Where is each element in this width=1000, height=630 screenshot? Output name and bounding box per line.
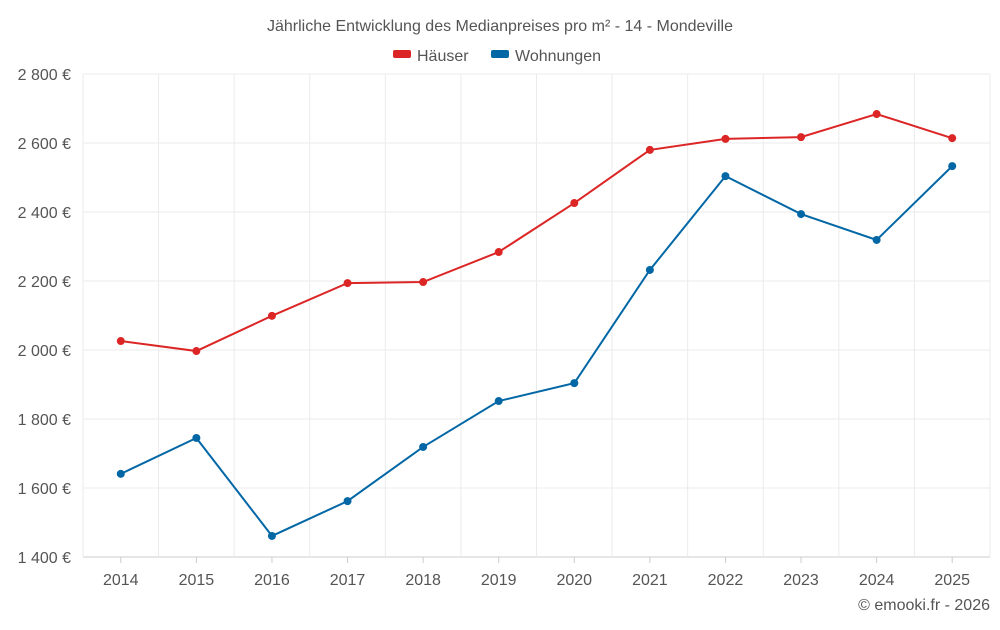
y-tick-label: 1 800 € (18, 412, 71, 429)
legend-swatch (491, 50, 509, 58)
legend-item: Wohnungen (491, 48, 601, 65)
series-line (120, 112, 953, 353)
data-point (645, 265, 654, 274)
x-tick-label: 2016 (254, 572, 290, 589)
x-tick-label: 2023 (783, 572, 819, 589)
x-tick-label: 2022 (708, 572, 744, 589)
legend: Häuser Wohnungen (393, 48, 601, 65)
data-point (116, 337, 125, 346)
axes: 1 400 € 1 600 € 1 800 € 2 000 € 2 200 € 2 400… (18, 67, 970, 589)
data-point (494, 248, 503, 257)
y-tick-label: 2 200 € (18, 274, 71, 291)
legend-label: Häuser (417, 48, 469, 65)
data-point (192, 347, 201, 356)
x-tick-label: 2021 (632, 572, 668, 589)
data-point (419, 442, 428, 451)
data-point (797, 210, 806, 219)
series-wohnungen (116, 162, 957, 540)
x-tick-label: 2020 (556, 572, 592, 589)
data-point (948, 162, 957, 171)
data-point (872, 110, 881, 119)
data-point (721, 172, 730, 181)
data-point (343, 497, 352, 506)
x-tick-label: 2019 (481, 572, 517, 589)
y-tick-label: 2 600 € (18, 136, 71, 153)
x-tick-label: 2024 (859, 572, 895, 589)
x-tick-label: 2014 (103, 572, 139, 589)
legend-item: Häuser (393, 48, 469, 65)
y-tick-label: 2 800 € (18, 67, 71, 84)
x-tick-label: 2015 (179, 572, 215, 589)
x-tick-label: 2025 (934, 572, 970, 589)
y-tick-label: 1 400 € (18, 550, 71, 567)
y-tick-label: 1 600 € (18, 481, 71, 498)
data-point (948, 134, 957, 143)
data-point (267, 311, 276, 320)
y-tick-label: 2 400 € (18, 205, 71, 222)
data-point (343, 279, 352, 288)
x-tick-label: 2017 (330, 572, 366, 589)
data-point (872, 235, 881, 244)
grid (82, 73, 991, 558)
y-tick-label: 2 000 € (18, 343, 71, 360)
legend-label: Wohnungen (515, 48, 601, 65)
data-point (494, 397, 503, 406)
data-point (645, 145, 654, 154)
series-group (116, 110, 957, 540)
data-point (267, 531, 276, 540)
data-point (721, 134, 730, 143)
legend-swatch (393, 50, 411, 58)
series-häuser (116, 110, 957, 356)
x-tick-label: 2018 (405, 572, 441, 589)
data-point (797, 133, 806, 142)
copyright-footer: © emooki.fr - 2026 (858, 597, 990, 614)
data-point (419, 278, 428, 287)
data-point (116, 469, 125, 478)
data-point (570, 379, 579, 388)
chart-title: Jährliche Entwicklung des Medianpreises … (267, 18, 733, 35)
series-line (120, 165, 953, 538)
data-point (570, 199, 579, 208)
data-point (192, 433, 201, 442)
